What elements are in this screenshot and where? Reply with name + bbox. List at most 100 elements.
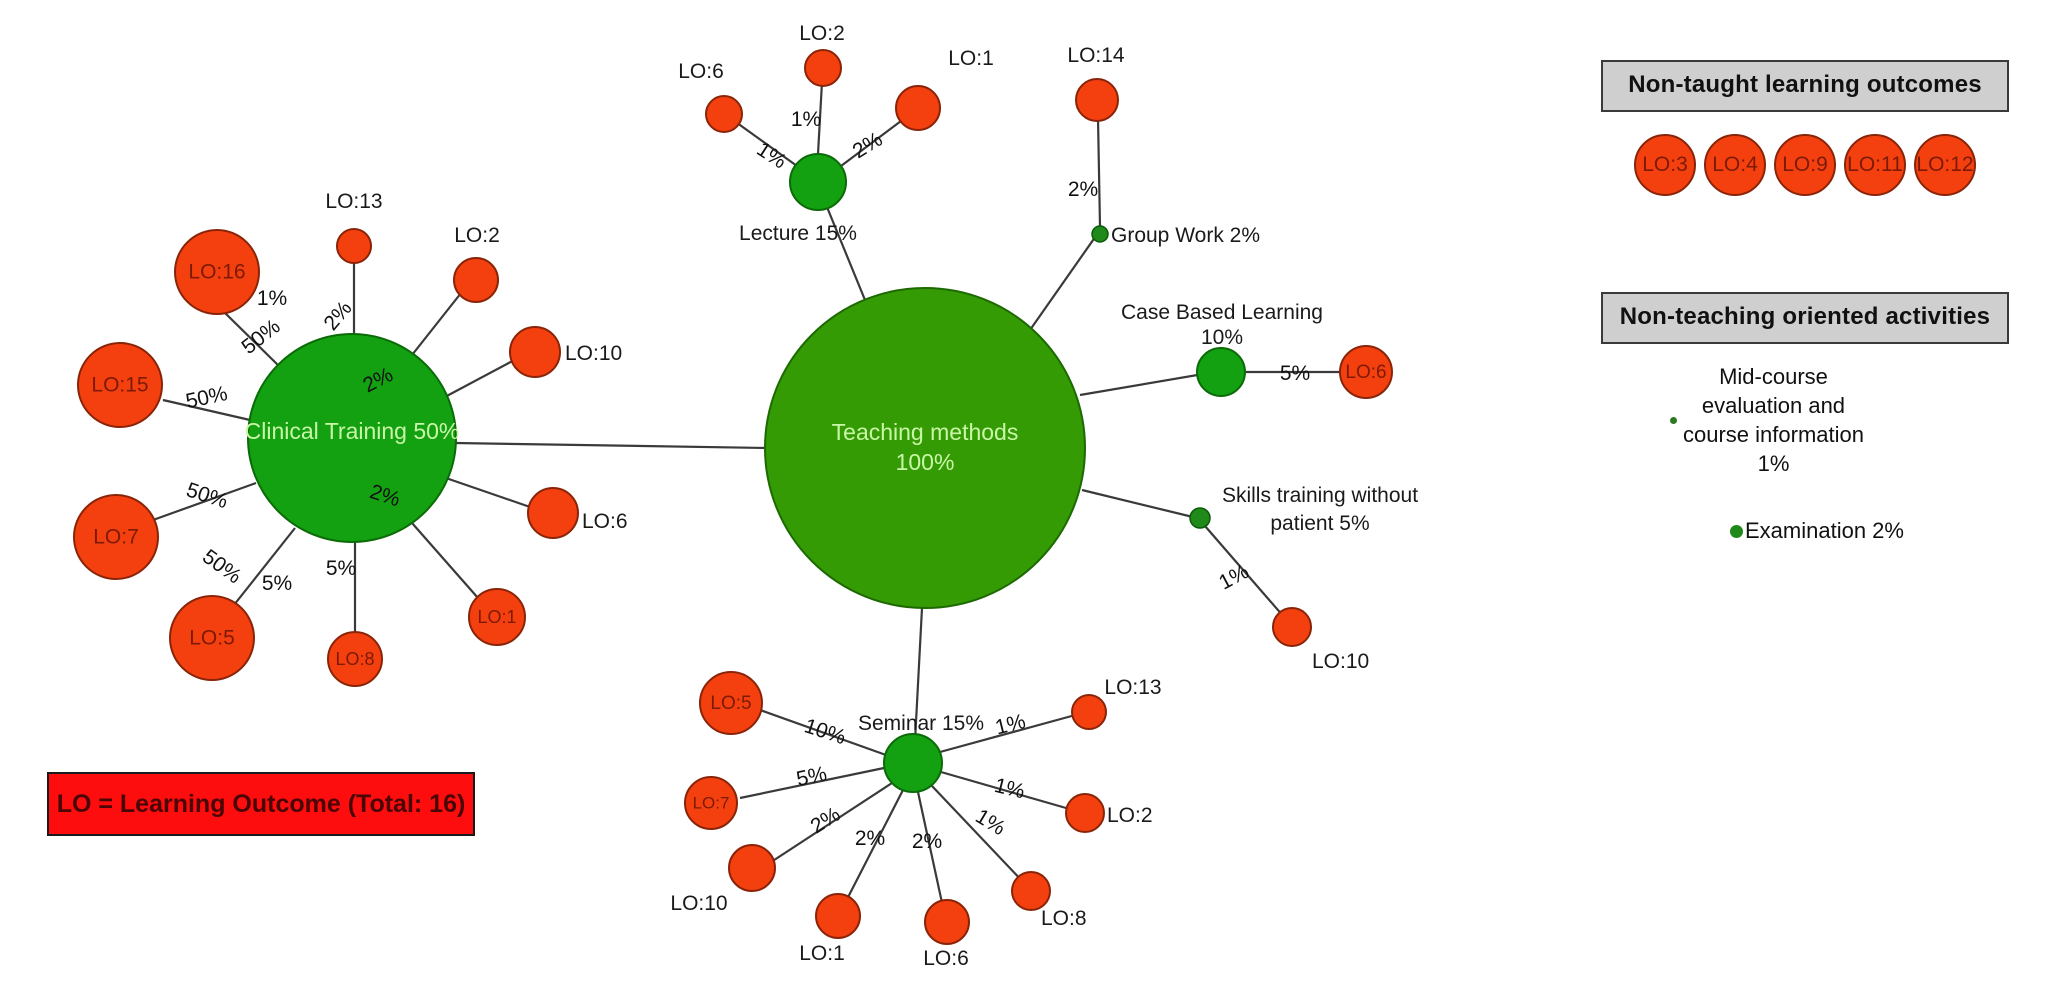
label-lo2-ct: LO:2 <box>454 224 500 247</box>
green-dot-icon-medium <box>1730 524 1743 538</box>
outcome-node-lo10-ct[interactable] <box>509 326 561 378</box>
skills-training-label-line2: patient 5% <box>1270 512 1369 535</box>
pct-lecture-lo1: 2% <box>849 128 887 163</box>
label-lo8-seminar: LO:8 <box>1041 907 1087 930</box>
outcome-node-lo5-seminar[interactable] <box>699 671 763 735</box>
outcome-node-lo6-seminar[interactable] <box>924 899 970 945</box>
teaching-methods-label-line2: 100% <box>896 449 955 475</box>
activity-mid-course-evaluation-text: Mid-course evaluation and course informa… <box>1683 362 1864 478</box>
pct-clinical-lo7: 50% <box>183 478 230 513</box>
non-taught-chip-lo4[interactable]: LO:4 <box>1704 134 1766 196</box>
label-lo15: LO:15 <box>91 374 148 397</box>
clinical-training-label: Clinical Training 50% <box>245 418 460 444</box>
outcome-node-lo1[interactable] <box>468 588 526 646</box>
activity-line2: evaluation and <box>1701 393 1846 418</box>
label-lo6-lecture: LO:6 <box>678 60 724 83</box>
label-lo1-lecture: LO:1 <box>948 47 994 70</box>
outcome-node-lo8[interactable] <box>327 631 383 687</box>
label-lo13-ct: LO:13 <box>325 190 382 213</box>
case-based-learning-label-line1: Case Based Learning <box>1121 301 1323 324</box>
activity-line1: Mid-course <box>1719 364 1828 389</box>
outcome-node-lo6-ct[interactable] <box>527 487 579 539</box>
pct-cbl-lo6: 5% <box>1280 362 1310 385</box>
non-taught-panel-title: Non-taught learning outcomes <box>1601 60 2009 112</box>
edge-lecture-lo6 <box>732 119 798 167</box>
outcome-node-lo6-cbl[interactable] <box>1339 345 1393 399</box>
outcome-node-lo13-seminar[interactable] <box>1071 694 1107 730</box>
pct-clinical-lo2: 2% <box>319 297 356 335</box>
edge-seminar-lo1 <box>842 789 904 908</box>
non-taught-chip-lo12[interactable]: LO:12 <box>1914 134 1976 196</box>
activity-mid-course-evaluation[interactable]: Mid-course evaluation and course informa… <box>1670 362 1950 478</box>
outcome-node-lo10-seminar[interactable] <box>728 844 776 892</box>
outcome-node-lo5[interactable] <box>169 595 255 681</box>
pct-skills-lo10: 1% <box>1215 560 1253 595</box>
outcome-node-lo16[interactable] <box>174 229 260 315</box>
outcome-node-lo2-ct[interactable] <box>453 257 499 303</box>
activity-line4: 1% <box>1757 451 1790 476</box>
outcome-node-lo8-seminar[interactable] <box>1011 871 1051 911</box>
non-taught-chip-lo11[interactable]: LO:11 <box>1844 134 1906 196</box>
edge-seminar-lo10 <box>764 782 893 867</box>
non-taught-chip-lo3[interactable]: LO:3 <box>1634 134 1696 196</box>
method-node-group-work[interactable] <box>1091 225 1109 243</box>
outcome-node-lo7[interactable] <box>73 494 159 580</box>
activity-line3: course information <box>1683 422 1864 447</box>
edge-root-clinical-training <box>454 441 769 450</box>
edge-skills-lo10 <box>1204 525 1285 618</box>
outcome-node-lo13-ct[interactable] <box>336 228 372 264</box>
edge-seminar-lo7 <box>739 766 885 800</box>
label-lo10-seminar: LO:10 <box>670 892 727 915</box>
activity-examination[interactable]: Examination 2% <box>1730 518 1904 544</box>
edges-layer <box>152 81 1340 913</box>
method-node-seminar[interactable] <box>883 733 943 793</box>
external-labels: LO:13 LO:2 LO:10 LO:6 LO:6 LO:2 LO:1 Lec… <box>325 22 1418 970</box>
label-lo6-seminar: LO:6 <box>923 947 969 970</box>
activity-examination-text: Examination 2% <box>1745 518 1904 543</box>
edge-lecture-lo1 <box>840 117 906 167</box>
label-lo10-ct: LO:10 <box>565 342 622 365</box>
edge-clinical-lo6 <box>442 475 534 510</box>
method-node-lecture[interactable] <box>789 153 847 211</box>
outcome-node-lo6-lecture[interactable] <box>705 95 743 133</box>
method-node-skills-training[interactable] <box>1189 507 1211 529</box>
edge-root-skills-training <box>1081 488 1198 520</box>
label-lo6-ct: LO:6 <box>582 510 628 533</box>
edge-seminar-lo8 <box>931 785 1026 885</box>
label-lo16: LO:16 <box>188 261 245 284</box>
group-work-label: Group Work 2% <box>1111 224 1260 247</box>
label-lo13-seminar: LO:13 <box>1104 676 1161 699</box>
method-nodes-layer <box>247 153 1246 793</box>
edge-clinical-lo5 <box>229 527 296 611</box>
case-based-learning-label-line2: 10% <box>1201 326 1243 349</box>
outcome-node-lo10-skills[interactable] <box>1272 607 1312 647</box>
pct-clinical-lo5: 50% <box>198 545 246 588</box>
edge-clinical-lo10 <box>442 356 521 399</box>
outcome-node-lo1-lecture[interactable] <box>895 85 941 131</box>
outcome-node-lo14-groupwork[interactable] <box>1075 78 1119 122</box>
outcome-node-lo7-seminar[interactable] <box>684 776 738 830</box>
method-node-teaching-methods[interactable] <box>764 287 1086 609</box>
edge-root-case-based-learning <box>1079 370 1216 397</box>
outcome-node-lo2-seminar[interactable] <box>1065 793 1105 833</box>
pct-groupwork-lo14: 2% <box>1068 178 1098 201</box>
seminar-label: Seminar 15% <box>858 712 984 735</box>
non-taught-chip-lo9[interactable]: LO:9 <box>1774 134 1836 196</box>
edge-root-group-work <box>1029 232 1099 331</box>
outcome-node-lo2-lecture[interactable] <box>804 49 842 87</box>
edge-seminar-lo2 <box>940 770 1074 812</box>
method-node-case-based-learning[interactable] <box>1196 347 1246 397</box>
label-lo10-skills: LO:10 <box>1312 650 1369 673</box>
label-lo8: LO:8 <box>335 649 374 669</box>
edge-clinical-lo15 <box>162 398 251 422</box>
outcome-node-lo1-seminar[interactable] <box>815 893 861 939</box>
pct-lecture-lo6: 1% <box>753 138 791 174</box>
pct-clinical-lo1: 5% <box>326 557 356 580</box>
pct-clinical-lo8: 5% <box>262 572 292 595</box>
outcome-node-lo15[interactable] <box>77 342 163 428</box>
method-node-clinical-training[interactable] <box>247 333 457 543</box>
skills-training-label-line1: Skills training without <box>1222 484 1418 507</box>
pct-clinical-lo13: 1% <box>257 287 287 310</box>
